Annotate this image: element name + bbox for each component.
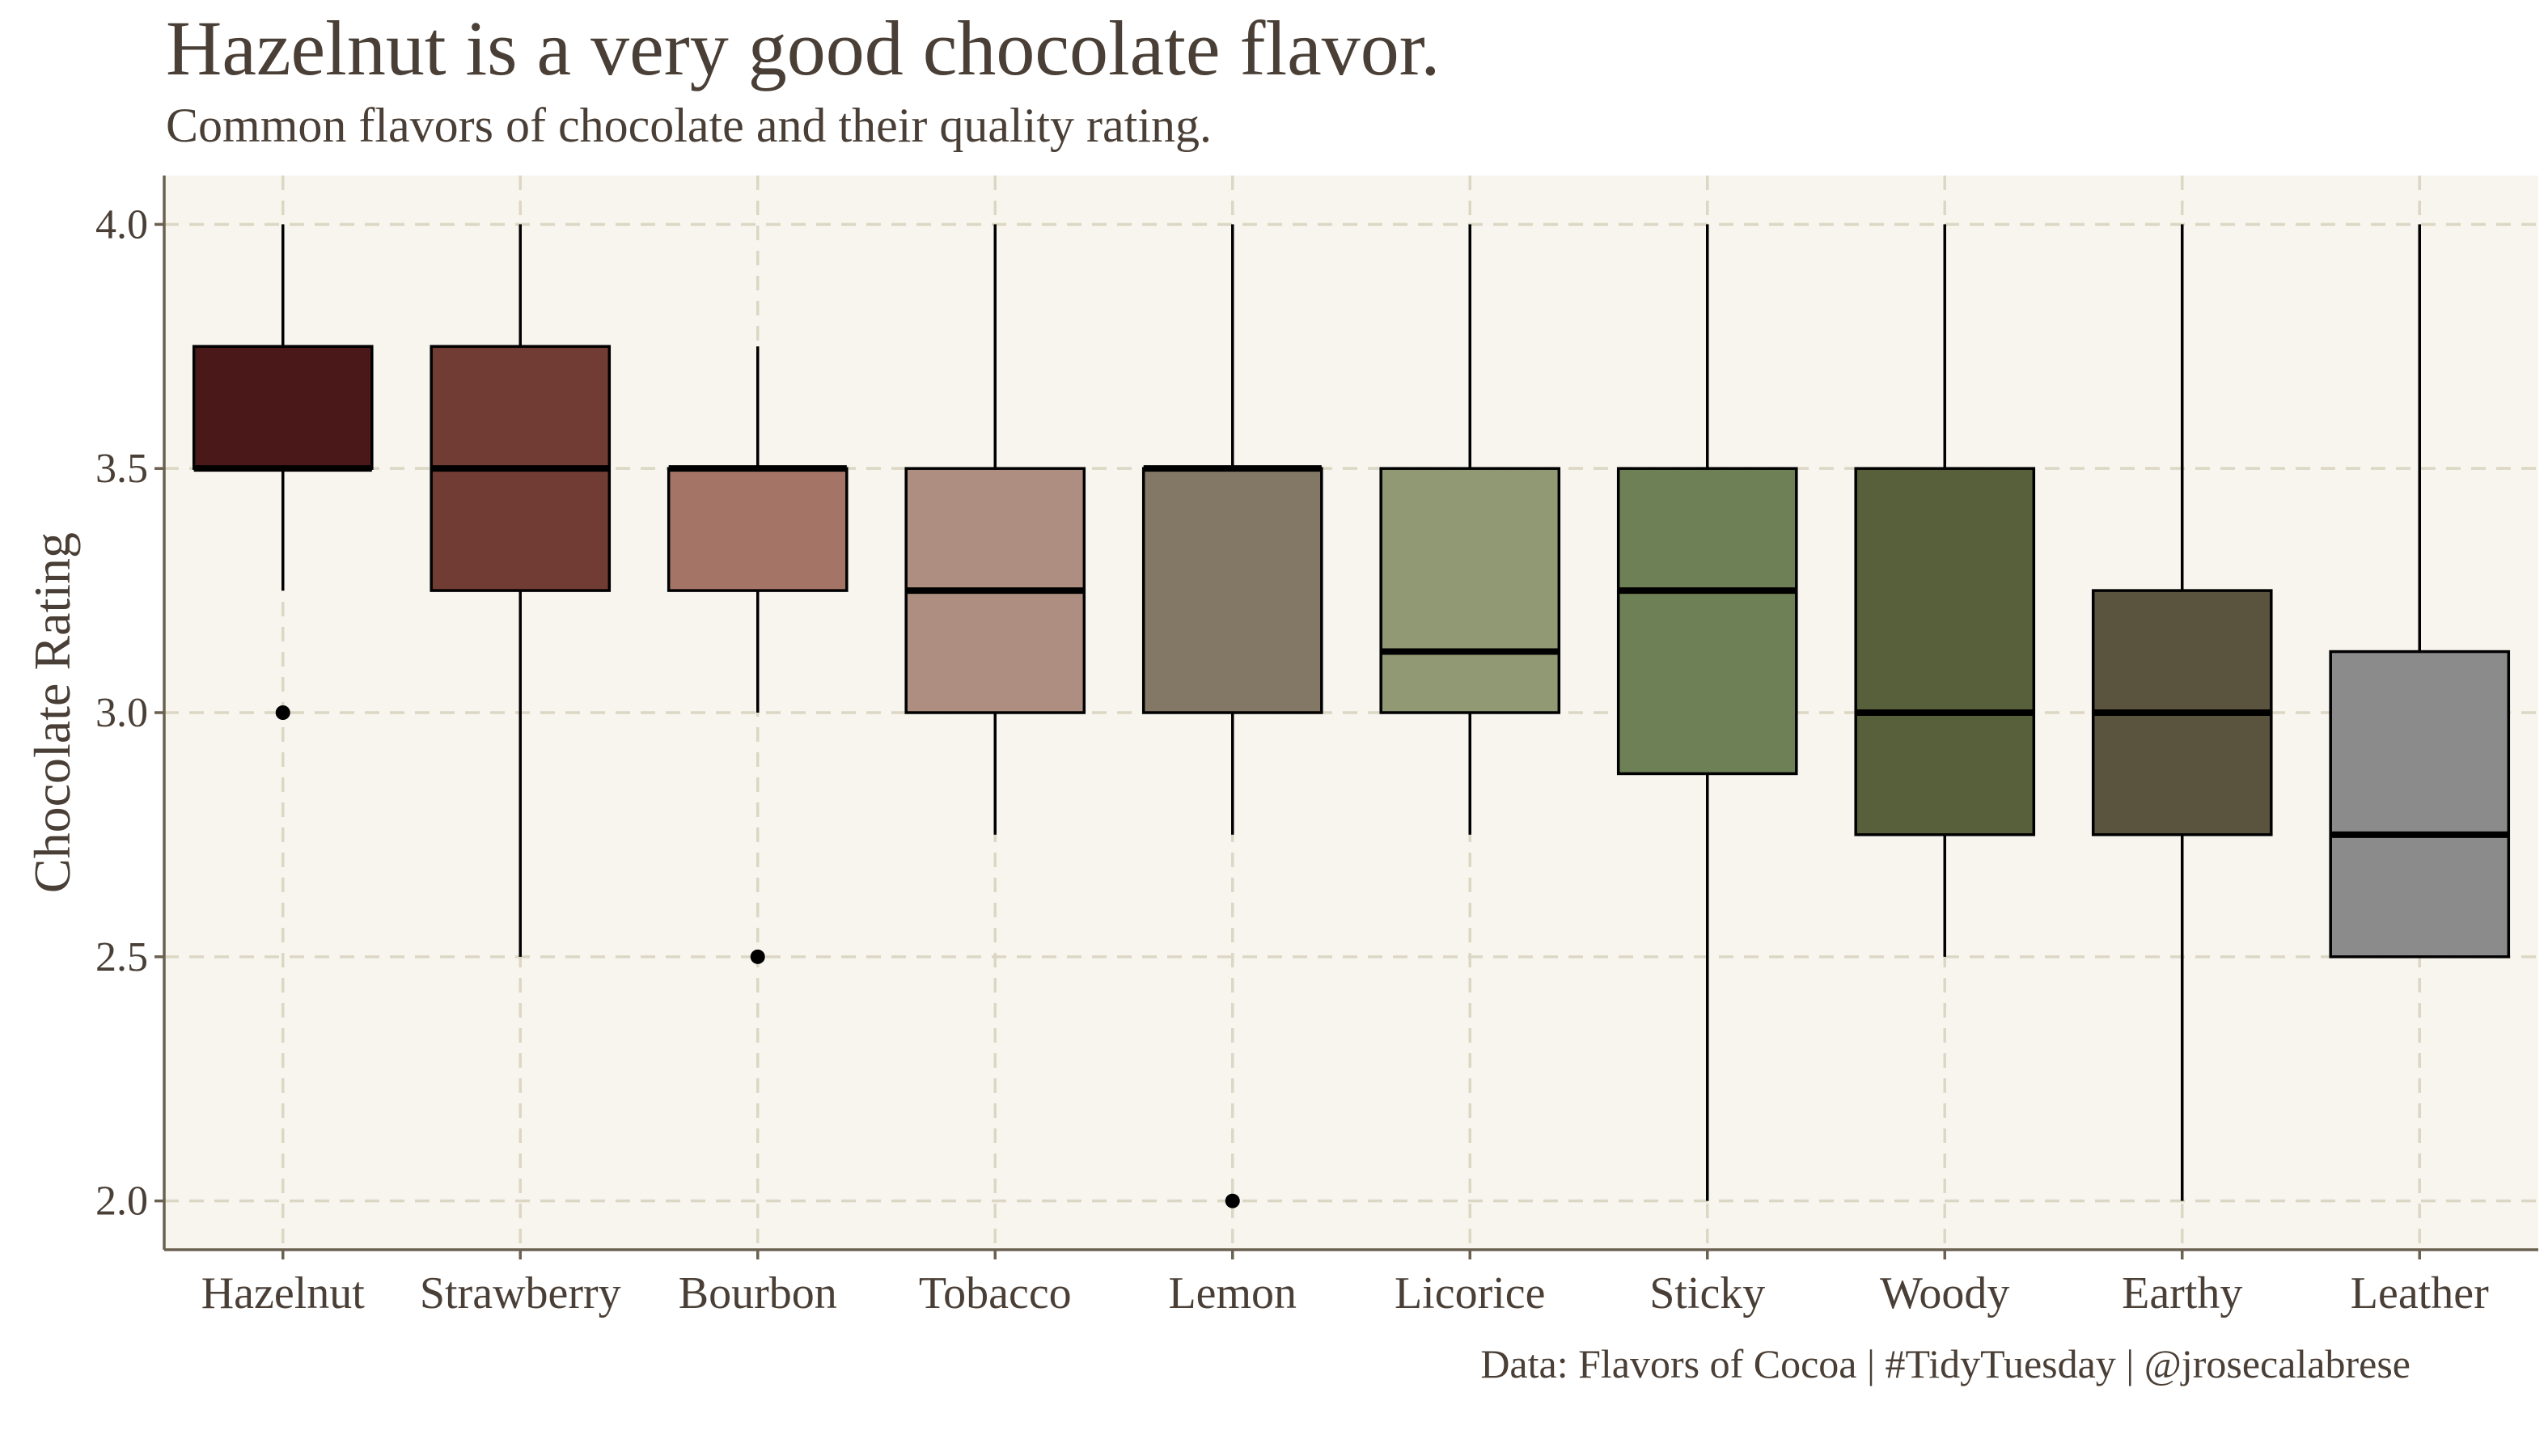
x-tick-label: Earthy — [2122, 1268, 2242, 1318]
box-sticky — [1616, 224, 1798, 1201]
y-tick-label: 3.5 — [95, 446, 148, 492]
box-tobacco — [904, 224, 1086, 835]
x-tick-label: Sticky — [1649, 1268, 1765, 1318]
x-tick-label: Woody — [1880, 1268, 2009, 1318]
box-iqr — [1141, 467, 1323, 714]
box-iqr — [1854, 467, 2036, 836]
box-strawberry — [430, 224, 612, 957]
x-tick-label: Lemon — [1168, 1268, 1297, 1318]
x-tick-label: Licorice — [1395, 1268, 1546, 1318]
box-iqr — [667, 467, 849, 592]
box-iqr — [1616, 467, 1798, 776]
box-leather — [2329, 224, 2511, 959]
y-tick-label: 2.0 — [95, 1179, 148, 1225]
box-earthy — [2091, 224, 2273, 1201]
x-tick-label: Bourbon — [679, 1268, 837, 1318]
box-iqr — [192, 345, 374, 470]
box-licorice — [1379, 224, 1561, 835]
box-woody — [1854, 224, 2036, 957]
y-axis-label: Chocolate Rating — [23, 532, 81, 893]
box-layer — [192, 224, 2511, 1208]
box-lemon — [1141, 224, 1323, 1208]
y-tick-label: 4.0 — [95, 201, 148, 248]
box-hazelnut — [192, 224, 374, 720]
box-bourbon — [667, 346, 849, 964]
box-iqr — [2329, 650, 2511, 959]
box-iqr — [1379, 467, 1561, 714]
outlier-point — [275, 705, 290, 720]
chart-title: Hazelnut is a very good chocolate flavor… — [166, 5, 1440, 91]
x-tick-label: Strawberry — [420, 1268, 621, 1318]
x-tick-label: Leather — [2351, 1268, 2489, 1318]
axes: 2.0 2.5 3.0 3.5 4.0 Hazelnut Strawberry Bourbon… — [95, 176, 2538, 1318]
chart-caption: Data: Flavors of Cocoa | #TidyTuesday | … — [1480, 1341, 2410, 1386]
outlier-point — [750, 949, 765, 964]
outlier-point — [1225, 1193, 1240, 1208]
y-tick-label: 3.0 — [95, 690, 148, 736]
x-tick-label: Tobacco — [919, 1268, 1072, 1318]
x-tick-label: Hazelnut — [201, 1268, 366, 1318]
y-tick-label: 2.5 — [95, 934, 148, 980]
chart-subtitle: Common flavors of chocolate and their qu… — [166, 99, 1212, 152]
